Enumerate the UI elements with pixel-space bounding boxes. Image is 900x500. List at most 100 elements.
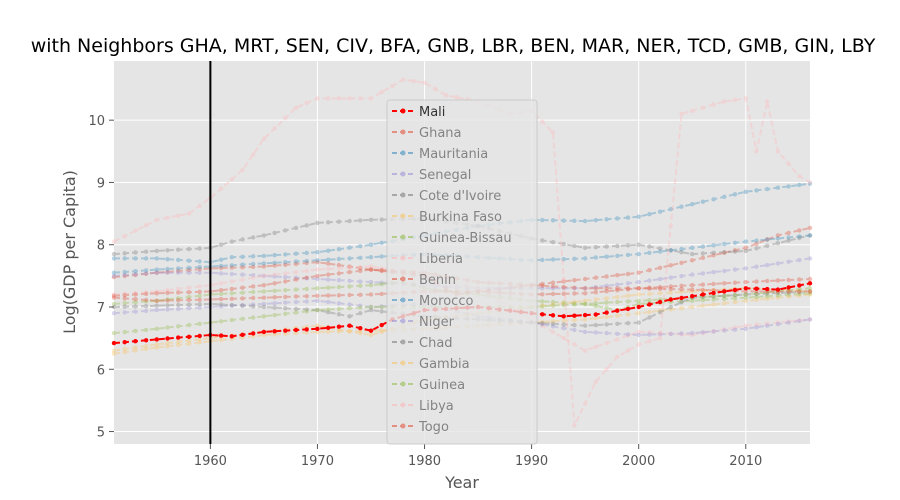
data-point [582,348,588,353]
data-point [165,307,170,312]
data-point [251,264,256,270]
data-point [229,239,234,244]
data-point [240,316,245,321]
data-point [304,100,309,106]
data-point [636,342,641,347]
data-point [293,269,299,275]
data-point [711,243,716,248]
data-point [765,99,770,104]
data-point [197,337,202,342]
data-point [700,251,706,256]
series-line [113,278,811,302]
data-point [797,228,802,233]
data-point [143,343,149,349]
data-point [797,291,802,297]
data-point [754,291,759,297]
legend-item: Morocco [392,294,473,309]
data-point [368,267,374,272]
data-point [732,280,738,285]
data-point [186,265,192,270]
data-point [690,304,695,310]
data-point [604,310,609,315]
data-point [668,290,673,295]
data-point [272,126,277,131]
data-point [122,304,127,309]
data-point [572,327,577,333]
data-point [240,302,245,308]
data-point [807,276,813,282]
data-point [711,253,716,258]
data-point [786,320,791,325]
data-point [636,270,641,275]
data-point [561,279,566,284]
data-point [690,245,695,250]
legend-item: Liberia [392,252,463,267]
data-point [358,96,363,101]
data-point [347,302,352,307]
data-point [540,321,545,326]
data-point [218,281,224,286]
data-point [336,219,342,224]
data-point [690,330,695,336]
data-point [657,265,663,270]
data-point [326,325,331,330]
data-point [154,256,159,261]
data-point [165,266,170,272]
data-point [647,302,652,307]
legend-marker [400,423,406,429]
data-point [743,298,748,303]
data-point [176,306,181,312]
data-point [176,324,181,329]
data-point [111,301,117,307]
data-point [218,242,224,247]
data-point [540,119,545,124]
data-point [186,306,192,311]
data-point [304,309,309,314]
data-point [540,286,545,291]
data-point [572,286,577,291]
data-point [251,289,256,295]
data-point [561,314,566,319]
data-point [754,238,759,243]
data-point [561,286,566,291]
data-point [347,278,352,283]
data-point [197,293,202,298]
data-point [775,261,781,266]
data-point [582,218,588,224]
data-point [657,308,663,313]
data-point [165,257,170,262]
data-point [251,152,256,157]
data-point [336,312,342,317]
data-point [582,291,588,296]
data-point [722,293,727,298]
data-point [186,246,192,252]
data-point [154,289,159,294]
data-point [154,217,159,222]
data-point [754,149,759,154]
data-point [807,317,813,322]
data-point [582,286,588,291]
data-point [679,283,684,288]
data-point [358,283,363,288]
data-point [657,286,663,291]
data-point [261,273,267,279]
data-point [111,256,117,261]
data-point [283,300,288,305]
data-point [625,243,631,248]
data-point [390,83,395,89]
data-point [582,329,588,335]
data-point [593,301,598,306]
data-point [358,265,363,271]
data-point [615,331,620,336]
data-point [700,287,706,293]
data-point [379,280,384,285]
data-point [722,328,727,333]
data-point [433,86,438,92]
data-point [754,291,759,296]
data-point [582,286,588,291]
data-point [636,329,641,335]
data-point [679,299,684,304]
data-point [272,312,277,318]
data-point [797,287,802,292]
data-point [229,317,234,323]
